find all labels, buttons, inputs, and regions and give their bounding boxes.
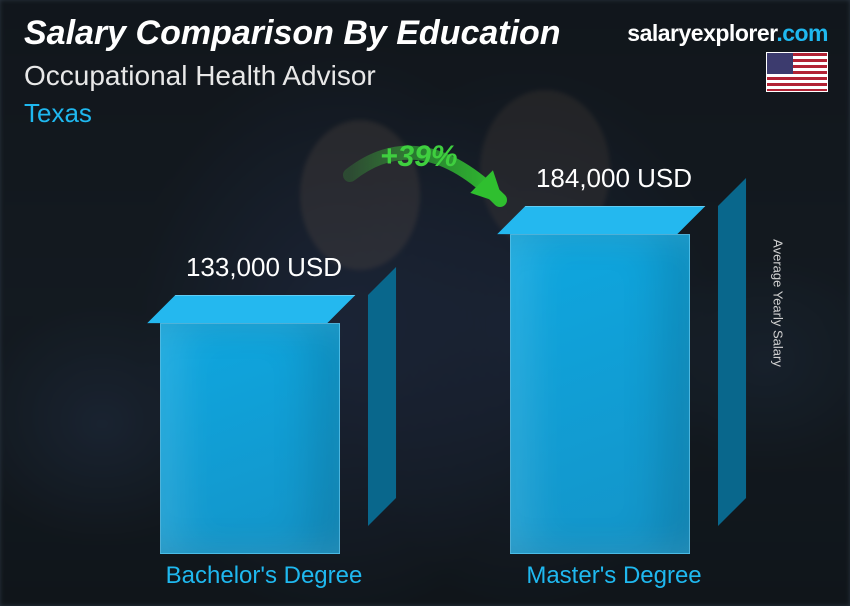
- region-label: Texas: [24, 98, 92, 129]
- page-title: Salary Comparison By Education: [24, 14, 561, 53]
- brand-name: salaryexplorer: [627, 20, 776, 46]
- bar-category-label: Bachelor's Degree: [130, 562, 398, 590]
- salary-bar-chart: 133,000 USD 184,000 USD: [0, 134, 850, 554]
- job-subtitle: Occupational Health Advisor: [24, 60, 376, 92]
- bar-value-label: 184,000 USD: [490, 163, 738, 194]
- brand-logo: salaryexplorer.com: [627, 20, 828, 47]
- flag-icon: [766, 52, 828, 92]
- chart-bar: [510, 234, 690, 554]
- percentage-increase: +39%: [380, 140, 458, 174]
- bar-category-label: Master's Degree: [480, 562, 748, 590]
- brand-suffix: .com: [776, 20, 828, 46]
- bar-value-label: 133,000 USD: [140, 252, 388, 283]
- chart-bar: [160, 323, 340, 554]
